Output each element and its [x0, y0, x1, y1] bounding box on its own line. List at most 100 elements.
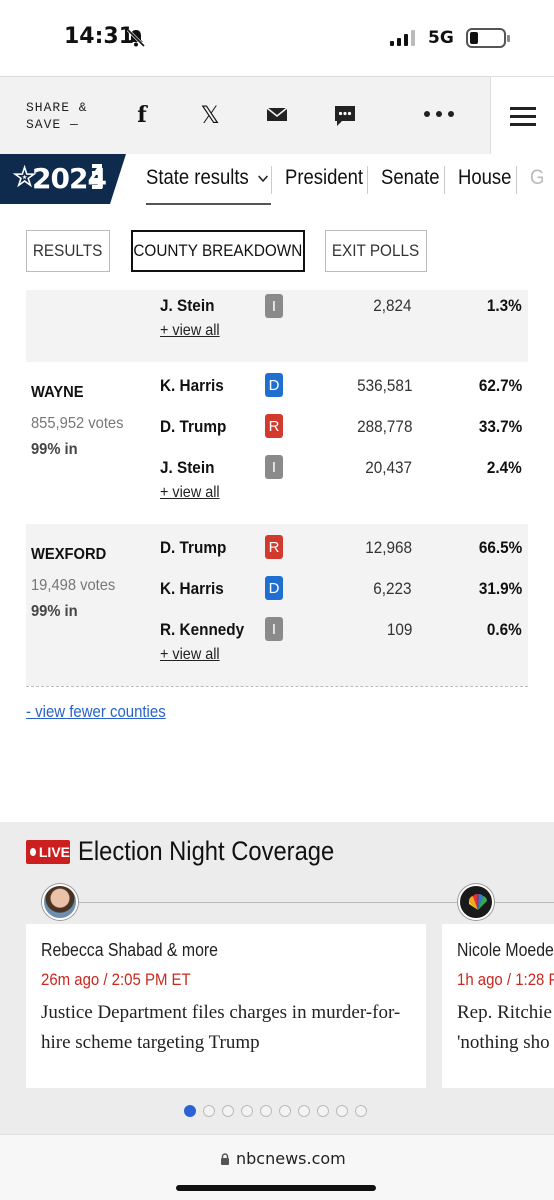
signal-icon — [390, 30, 415, 46]
pager-dot[interactable] — [260, 1105, 272, 1117]
view-all-link[interactable]: + view all — [160, 484, 220, 501]
bell-muted-icon — [126, 28, 146, 48]
pager-dot[interactable] — [298, 1105, 310, 1117]
county-name: WEXFORD — [31, 546, 107, 563]
party-badge: I — [265, 455, 283, 479]
candidate-name: D. Trump — [160, 417, 227, 436]
party-badge: I — [265, 617, 283, 641]
status-time: 14:31 — [64, 24, 135, 49]
candidate-votes: 12,968 — [365, 538, 412, 557]
share-save-label[interactable]: SHARE & SAVE — — [26, 100, 88, 132]
pager-dot[interactable] — [184, 1105, 196, 1117]
post-author: Rebecca Shabad & more — [41, 940, 218, 960]
candidate-name: K. Harris — [160, 376, 224, 395]
pager-dot[interactable] — [241, 1105, 253, 1117]
nbc-peacock-icon — [468, 894, 488, 910]
battery-icon — [466, 28, 510, 48]
tab-results[interactable]: RESULTS — [26, 230, 110, 272]
lock-icon — [221, 1153, 229, 1165]
candidate-votes: 2,824 — [373, 296, 412, 315]
view-all-link[interactable]: + view all — [160, 646, 220, 663]
post-timestamp: 1h ago / 1:28 P — [457, 970, 554, 989]
nav-president[interactable]: President — [285, 166, 364, 189]
county-block: J. Stein I 2,824 1.3% + view all — [26, 290, 528, 362]
more-icon[interactable] — [424, 111, 454, 117]
candidate-percent: 0.6% — [487, 620, 522, 639]
candidate-votes: 536,581 — [356, 376, 412, 395]
candidate-percent: 2.4% — [487, 458, 522, 477]
candidate-name: J. Stein — [160, 296, 215, 315]
timeline-line — [60, 902, 554, 903]
party-badge: D — [265, 576, 283, 600]
party-badge: R — [265, 414, 283, 438]
nav-senate[interactable]: Senate — [381, 166, 440, 189]
nav-active-indicator — [146, 203, 271, 205]
county-reporting: 99% in — [31, 441, 78, 458]
tab-exit-polls[interactable]: EXIT POLLS — [325, 230, 427, 272]
live-badge: LIVE — [26, 840, 70, 864]
x-icon[interactable]: 𝕏 — [200, 101, 220, 129]
url-domain[interactable]: nbcnews.com — [236, 1149, 346, 1168]
county-reporting: 99% in — [31, 603, 78, 620]
live-dot-icon — [30, 848, 36, 856]
nbc-peacock-avatar — [458, 884, 494, 920]
party-badge: D — [265, 373, 283, 397]
candidate-name: K. Harris — [160, 579, 224, 598]
chevron-down-icon — [257, 175, 268, 183]
county-block: WAYNE 855,952 votes 99% in K. Harris D 5… — [26, 362, 528, 524]
candidate-name: J. Stein — [160, 458, 215, 477]
post-timestamp: 26m ago / 2:05 PM ET — [41, 970, 191, 989]
nav-house[interactable]: House — [458, 166, 512, 189]
candidate-percent: 1.3% — [487, 296, 522, 315]
live-section-title[interactable]: Election Night Coverage — [78, 836, 335, 866]
live-post-card[interactable]: Nicole Moeder 1h ago / 1:28 P Rep. Ritch… — [442, 924, 554, 1088]
view-all-link[interactable]: + view all — [160, 322, 220, 339]
county-total-votes: 855,952 votes — [31, 415, 124, 432]
county-total-votes: 19,498 votes — [31, 577, 116, 594]
home-indicator[interactable] — [176, 1185, 376, 1191]
carousel-pager[interactable] — [184, 1105, 367, 1117]
pager-dot[interactable] — [336, 1105, 348, 1117]
network-label: 5G — [428, 28, 454, 48]
candidate-percent: 62.7% — [478, 376, 522, 395]
candidate-percent: 66.5% — [478, 538, 522, 557]
nav-state-results[interactable]: State results — [146, 166, 269, 190]
candidate-votes: 288,778 — [356, 417, 412, 436]
post-headline[interactable]: Justice Department files charges in murd… — [41, 1002, 401, 1053]
pager-dot[interactable] — [279, 1105, 291, 1117]
candidate-percent: 33.7% — [478, 417, 522, 436]
view-fewer-counties-link[interactable]: - view fewer counties — [26, 702, 166, 721]
live-post-card[interactable]: Rebecca Shabad & more 26m ago / 2:05 PM … — [26, 924, 426, 1088]
sms-icon[interactable] — [332, 103, 358, 129]
browser-url-bar[interactable]: nbcnews.com — [0, 1134, 554, 1200]
tab-county-breakdown[interactable]: COUNTY BREAKDOWN — [131, 230, 305, 272]
avatar — [42, 884, 78, 920]
divider — [26, 686, 528, 687]
pager-dot[interactable] — [203, 1105, 215, 1117]
candidate-votes: 109 — [386, 620, 412, 639]
post-headline[interactable]: Rep. Ritchie 'nothing sho — [457, 1002, 552, 1053]
nav-governor[interactable]: G — [530, 166, 545, 189]
candidate-name: R. Kennedy — [160, 620, 245, 639]
pager-dot[interactable] — [355, 1105, 367, 1117]
pager-dot[interactable] — [222, 1105, 234, 1117]
facebook-icon[interactable]: f — [137, 102, 147, 128]
party-badge: I — [265, 294, 283, 318]
election-nav: ✮ 2024 State results President Senate Ho… — [0, 154, 554, 208]
menu-icon[interactable] — [490, 77, 554, 155]
pager-dot[interactable] — [317, 1105, 329, 1117]
candidate-percent: 31.9% — [478, 579, 522, 598]
post-author: Nicole Moeder — [457, 940, 554, 960]
candidate-name: D. Trump — [160, 538, 227, 557]
county-name: WAYNE — [31, 384, 84, 401]
election-2024-logo[interactable]: ✮ 2024 — [0, 154, 126, 204]
candidate-votes: 6,223 — [373, 579, 412, 598]
share-bar: SHARE & SAVE — f 𝕏 — [0, 76, 554, 155]
candidate-votes: 20,437 — [365, 458, 412, 477]
live-coverage-section: LIVE Election Night Coverage Rebecca Sha… — [0, 822, 554, 1134]
star-icon: ✮ — [12, 161, 38, 194]
party-badge: R — [265, 535, 283, 559]
status-bar: 14:31 5G — [0, 0, 554, 76]
county-block: WEXFORD 19,498 votes 99% in D. Trump R 1… — [26, 524, 528, 686]
mail-icon[interactable] — [264, 103, 290, 125]
